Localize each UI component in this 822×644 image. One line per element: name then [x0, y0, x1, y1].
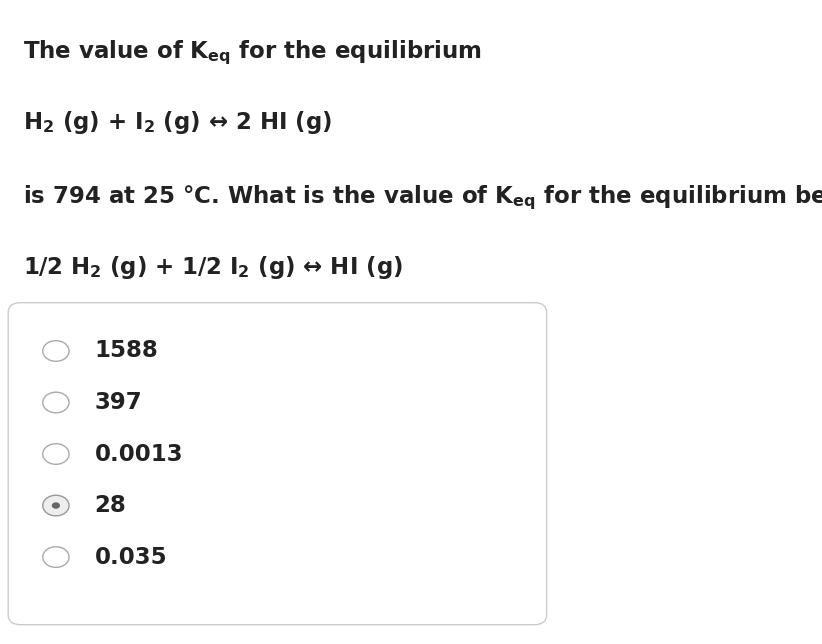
Circle shape	[43, 444, 69, 464]
Text: $\mathregular{H_2}$ (g) + $\mathregular{I_2}$ (g) ↔ 2 HI (g): $\mathregular{H_2}$ (g) + $\mathregular{…	[23, 109, 332, 136]
FancyBboxPatch shape	[8, 303, 547, 625]
Text: is 794 at 25 °C. What is the value of $\mathregular{K_{eq}}$ for the equilibrium: is 794 at 25 °C. What is the value of $\…	[23, 184, 822, 212]
Text: 397: 397	[95, 391, 142, 414]
Circle shape	[52, 502, 60, 509]
Text: 0.0013: 0.0013	[95, 442, 183, 466]
Text: 28: 28	[95, 494, 127, 517]
Circle shape	[43, 547, 69, 567]
Text: 1/2 $\mathregular{H_2}$ (g) + 1/2 $\mathregular{I_2}$ (g) ↔ HI (g): 1/2 $\mathregular{H_2}$ (g) + 1/2 $\math…	[23, 254, 403, 281]
Circle shape	[43, 495, 69, 516]
Circle shape	[43, 341, 69, 361]
Circle shape	[43, 392, 69, 413]
Text: 0.035: 0.035	[95, 545, 167, 569]
Text: 1588: 1588	[95, 339, 159, 363]
Text: The value of $\mathregular{K_{eq}}$ for the equilibrium: The value of $\mathregular{K_{eq}}$ for …	[23, 39, 482, 67]
